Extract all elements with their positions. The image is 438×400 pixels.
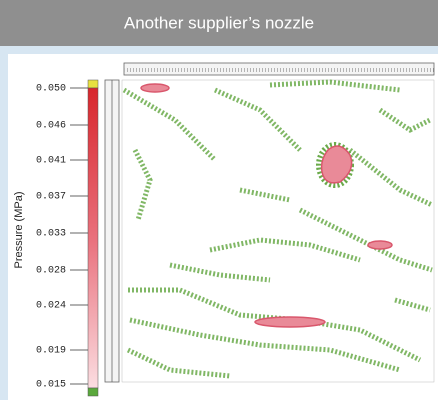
- colorbar-tick-label: 0.015: [36, 380, 66, 391]
- colorbar-tick-label: 0.050: [36, 84, 66, 95]
- high-pressure-spot: [320, 145, 353, 184]
- speckle: [213, 87, 302, 152]
- colorbar-tick-label: 0.037: [36, 192, 66, 203]
- pressure-map: [121, 79, 435, 383]
- speckle: [298, 207, 433, 273]
- high-pressure-spot: [367, 240, 393, 250]
- speckle: [348, 148, 434, 208]
- speckle: [169, 262, 271, 283]
- speckle: [128, 287, 422, 363]
- high-pressure-spot: [254, 316, 326, 328]
- colorbar-tick-label: 0.046: [36, 121, 66, 132]
- colorbar-tick-label: 0.024: [36, 301, 66, 312]
- header-bar: [0, 0, 438, 46]
- colorbar-bottom: [87, 387, 99, 397]
- speckle: [378, 107, 432, 133]
- speckle: [122, 87, 217, 162]
- speckle: [132, 148, 153, 221]
- colorbar-label: Pressure (MPa): [13, 191, 25, 268]
- colorbar-tick-label: 0.019: [36, 346, 66, 357]
- h-ruler: [123, 62, 435, 76]
- speckle: [269, 79, 401, 93]
- high-pressure-spot: [140, 83, 170, 93]
- colorbar-gradient: [87, 87, 99, 389]
- colorbar-tick-label: 0.033: [36, 229, 66, 240]
- speckle: [239, 187, 291, 203]
- speckle: [129, 317, 401, 373]
- speckle: [209, 237, 361, 263]
- colorbar: [87, 79, 99, 397]
- header-title: Another supplier’s nozzle: [124, 13, 314, 32]
- colorbar-tick-label: 0.041: [36, 156, 66, 167]
- colorbar-tick-label: 0.028: [36, 266, 66, 277]
- colorbar-top: [87, 79, 99, 89]
